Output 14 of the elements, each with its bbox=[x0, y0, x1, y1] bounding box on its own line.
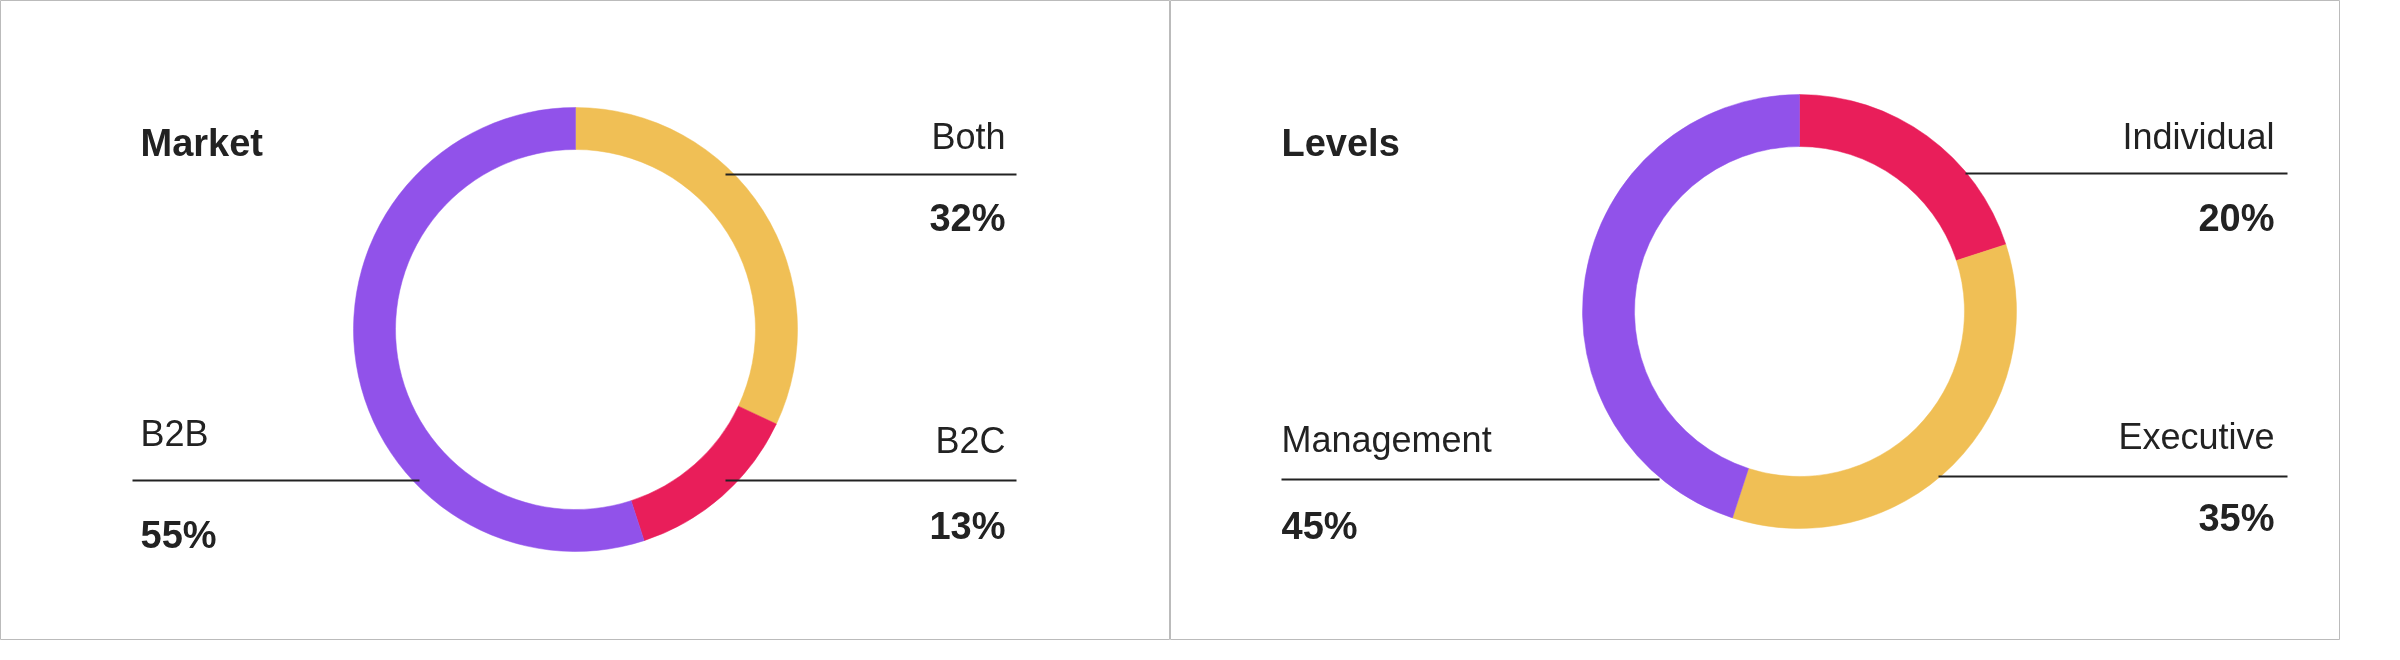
slice-label: Management bbox=[1281, 419, 1492, 460]
data-label: 20% bbox=[2198, 196, 2275, 239]
slice-label: B2B bbox=[140, 413, 209, 454]
slice-label: Individual bbox=[2122, 116, 2275, 157]
data-label: 55% bbox=[140, 513, 217, 556]
data-label: 13% bbox=[929, 504, 1006, 547]
slice-label: Executive bbox=[2118, 416, 2275, 457]
data-label: 35% bbox=[2198, 496, 2275, 539]
data-label: 45% bbox=[1281, 504, 1358, 547]
slice-label: Both bbox=[931, 116, 1006, 157]
chart-title: Market bbox=[140, 121, 264, 164]
data-label: 32% bbox=[929, 196, 1006, 239]
text: Levels bbox=[1281, 121, 1400, 164]
slice-label: B2C bbox=[935, 420, 1006, 461]
